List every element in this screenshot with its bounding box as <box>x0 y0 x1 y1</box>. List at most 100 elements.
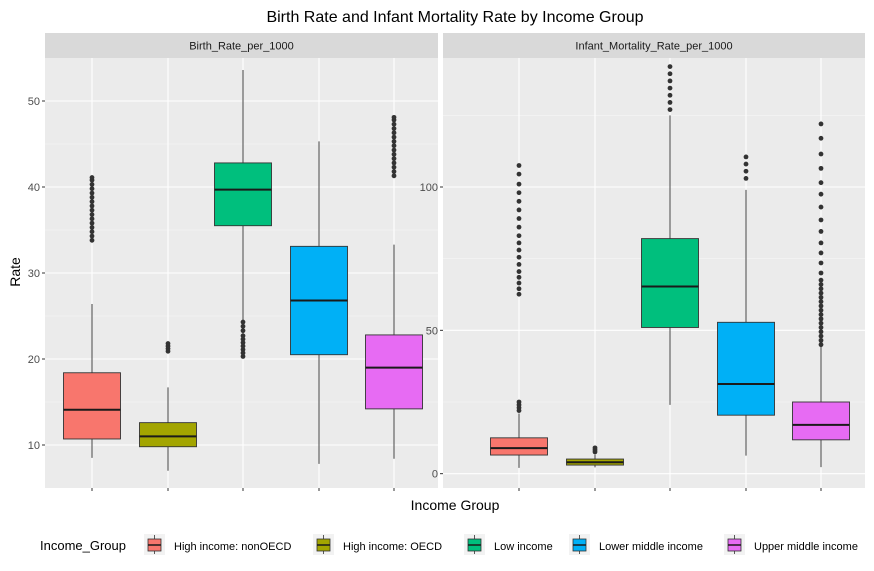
box-iqr <box>139 422 197 448</box>
outlier-point <box>818 294 824 300</box>
outlier-point <box>391 134 397 140</box>
outlier-point <box>391 139 397 144</box>
outlier-point <box>391 114 397 120</box>
outlier-point <box>391 173 397 179</box>
box-lower-middle-income <box>717 154 775 456</box>
y-tick-label: 50 <box>28 96 40 108</box>
outlier-point <box>240 350 246 356</box>
outlier-point <box>516 207 522 213</box>
outlier-point <box>818 303 824 309</box>
outlier-point <box>391 156 397 162</box>
outlier-point <box>89 194 95 200</box>
outlier-point <box>818 290 824 296</box>
outlier-point <box>818 217 824 223</box>
outlier-point <box>818 204 824 210</box>
outlier-point <box>240 343 246 349</box>
y-tick-label: 50 <box>426 325 438 337</box>
outlier-point <box>516 240 522 246</box>
outlier-point <box>89 229 95 235</box>
legend: Income_Group High income: nonOECD High in… <box>40 534 858 555</box>
outlier-point <box>592 445 598 451</box>
chart-title: Birth Rate and Infant Mortality Rate by … <box>266 9 643 26</box>
outlier-point <box>667 78 673 84</box>
boxes <box>490 64 850 468</box>
box-iqr <box>490 437 548 456</box>
outlier-point <box>240 328 246 334</box>
outlier-point <box>818 307 824 313</box>
strip-background <box>443 33 865 58</box>
box-iqr <box>365 334 423 410</box>
outlier-point <box>89 190 95 196</box>
outlier-point <box>516 286 522 292</box>
outlier-point <box>516 233 522 239</box>
outlier-point <box>391 160 397 166</box>
outlier-point <box>89 237 95 243</box>
outlier-point <box>240 319 246 325</box>
outlier-point <box>516 181 522 187</box>
outlier-point <box>818 180 824 186</box>
outlier-point <box>743 168 749 174</box>
y-axis-title: Rate <box>7 257 23 287</box>
strip-background <box>45 33 438 58</box>
outlier-point <box>89 186 95 192</box>
outlier-point <box>391 143 397 149</box>
outlier-point <box>818 342 824 348</box>
outlier-point <box>818 333 824 339</box>
outlier-point <box>89 207 95 213</box>
outlier-point <box>391 164 397 170</box>
y-tick-label: 30 <box>28 268 40 280</box>
y-axis: 0 50 100 <box>420 182 443 481</box>
box-iqr <box>63 372 121 440</box>
outlier-point <box>240 323 246 329</box>
outlier-point <box>89 216 95 222</box>
legend-item-high-income-nonoecd: High income: nonOECD <box>144 534 291 555</box>
box-iqr <box>717 321 775 416</box>
outlier-point <box>667 107 673 112</box>
panel-birth-rate: Birth_Rate_per_1000 10 20 30 40 50 <box>28 33 438 491</box>
outlier-point <box>743 161 749 167</box>
box-upper-middle-income <box>792 121 850 468</box>
outlier-point <box>818 229 824 234</box>
box-low-income <box>641 64 699 405</box>
box-iqr <box>792 401 850 441</box>
outlier-point <box>89 175 95 180</box>
strip-label-birth-rate: Birth_Rate_per_1000 <box>189 41 294 53</box>
outlier-point <box>818 260 824 266</box>
outlier-point <box>391 126 397 131</box>
outlier-point <box>516 274 522 280</box>
outlier-point <box>818 151 824 157</box>
box-lower-middle-income <box>290 141 348 464</box>
outlier-point <box>667 85 673 91</box>
outlier-point <box>818 191 824 197</box>
outlier-point <box>516 198 522 204</box>
legend-item-high-income-oecd: High income: OECD <box>313 534 442 555</box>
outlier-point <box>391 130 397 136</box>
box-upper-middle-income <box>365 114 423 459</box>
legend-item-lower-middle-income: Lower middle income <box>569 534 703 555</box>
y-tick-label: 100 <box>420 182 438 194</box>
outlier-point <box>818 312 824 317</box>
outlier-point <box>818 299 824 305</box>
outlier-point <box>743 176 749 181</box>
outlier-point <box>89 203 95 209</box>
boxes <box>63 70 423 471</box>
outlier-point <box>89 199 95 205</box>
outlier-point <box>516 254 522 260</box>
outlier-point <box>516 190 522 196</box>
legend-label: Lower middle income <box>599 541 703 553</box>
outlier-point <box>240 336 246 342</box>
box-high-income-oecd <box>139 341 197 471</box>
legend-title: Income_Group <box>40 538 126 553</box>
box-high-income-nonoecd <box>63 175 121 458</box>
outlier-point <box>818 135 824 141</box>
outlier-point <box>818 165 824 171</box>
outlier-point <box>165 341 171 346</box>
outlier-point <box>516 291 522 297</box>
outlier-point <box>516 216 522 221</box>
legend-item-low-income: Low income <box>464 534 553 555</box>
outlier-point <box>818 240 824 246</box>
outlier-point <box>391 147 397 153</box>
outlier-point <box>89 225 95 230</box>
y-tick-label: 20 <box>28 354 40 366</box>
